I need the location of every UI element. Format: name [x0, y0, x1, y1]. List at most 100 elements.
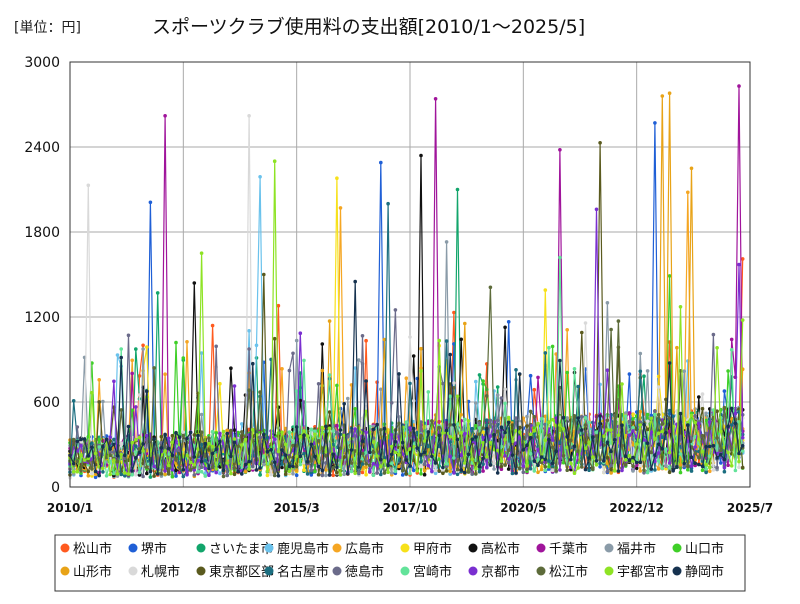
- data-point: [192, 468, 197, 472]
- data-point: [697, 456, 701, 460]
- data-point: [693, 451, 697, 456]
- data-point: [740, 318, 745, 322]
- data-point: [90, 441, 94, 445]
- data-point: [389, 471, 394, 475]
- data-point: [660, 435, 665, 440]
- data-point: [532, 387, 537, 392]
- data-point: [309, 468, 314, 473]
- data-point: [653, 409, 657, 414]
- legend-label: 東京都区部: [209, 564, 274, 580]
- data-point: [503, 430, 507, 435]
- data-point: [729, 337, 734, 342]
- data-point: [448, 394, 453, 399]
- data-point: [101, 466, 105, 471]
- legend-item: 山口市: [672, 541, 724, 557]
- data-point: [335, 471, 339, 475]
- data-point: [565, 416, 569, 420]
- data-point: [426, 390, 431, 394]
- data-point: [199, 430, 204, 435]
- data-point: [166, 463, 171, 468]
- data-point: [667, 429, 672, 434]
- data-point: [112, 442, 116, 447]
- data-point: [645, 369, 650, 373]
- data-point: [382, 459, 387, 463]
- data-point: [309, 473, 314, 477]
- data-point: [254, 343, 259, 348]
- data-point: [503, 463, 507, 467]
- legend-marker: [128, 566, 138, 576]
- data-point: [740, 257, 745, 261]
- data-point: [517, 430, 522, 434]
- data-point: [726, 369, 730, 373]
- data-point: [335, 383, 339, 388]
- data-point: [426, 425, 431, 429]
- data-point: [452, 456, 456, 460]
- data-point: [229, 366, 233, 371]
- data-point: [565, 328, 569, 332]
- data-point: [616, 433, 621, 438]
- data-point: [309, 442, 314, 447]
- x-tick-label: 2010/1: [47, 501, 93, 515]
- data-point: [316, 382, 321, 386]
- legend-label: 高松市: [481, 541, 520, 557]
- legend-marker: [332, 543, 342, 553]
- data-point: [185, 340, 189, 344]
- data-point: [576, 384, 580, 389]
- data-point: [324, 454, 328, 458]
- data-point: [503, 401, 507, 406]
- data-point: [704, 462, 708, 467]
- data-point: [729, 417, 734, 421]
- data-point: [517, 372, 522, 376]
- data-point: [309, 427, 314, 432]
- data-point: [474, 379, 478, 384]
- data-point: [75, 459, 80, 464]
- data-point: [499, 464, 504, 469]
- data-point: [196, 469, 200, 474]
- data-point: [481, 430, 485, 434]
- data-point: [525, 424, 529, 428]
- data-point: [419, 433, 423, 438]
- data-point: [631, 429, 635, 433]
- data-point: [642, 422, 646, 427]
- data-point: [137, 450, 142, 455]
- data-point: [243, 437, 248, 442]
- legend-label: 松江市: [549, 564, 588, 580]
- data-point: [667, 450, 672, 455]
- data-point: [697, 421, 701, 426]
- data-point: [463, 470, 467, 475]
- data-point: [543, 414, 548, 419]
- data-point: [232, 384, 237, 388]
- legend-item: 京都市: [468, 564, 520, 580]
- data-point: [353, 279, 358, 284]
- data-point: [218, 381, 222, 386]
- data-point: [481, 462, 485, 467]
- data-point: [704, 431, 708, 436]
- data-point: [148, 200, 153, 205]
- data-point: [408, 426, 412, 430]
- data-point: [660, 94, 665, 98]
- data-point: [331, 442, 336, 447]
- data-point: [404, 458, 409, 462]
- data-point: [452, 386, 456, 390]
- data-point: [587, 440, 591, 445]
- data-point: [430, 429, 434, 434]
- data-point: [638, 423, 643, 427]
- data-point: [495, 429, 500, 434]
- data-point: [605, 301, 610, 305]
- x-tick-label: 2015/3: [274, 501, 320, 515]
- data-point: [364, 379, 368, 383]
- data-point: [495, 471, 500, 475]
- data-point: [371, 440, 376, 444]
- data-point: [397, 464, 401, 469]
- data-point: [393, 469, 398, 474]
- data-point: [371, 427, 376, 432]
- data-point: [327, 319, 332, 323]
- data-point: [737, 465, 741, 470]
- data-point: [441, 471, 445, 476]
- data-point: [664, 397, 668, 402]
- data-point: [389, 452, 394, 457]
- data-point: [123, 471, 127, 475]
- data-point: [565, 468, 569, 473]
- data-point: [360, 470, 365, 475]
- data-point: [75, 439, 80, 444]
